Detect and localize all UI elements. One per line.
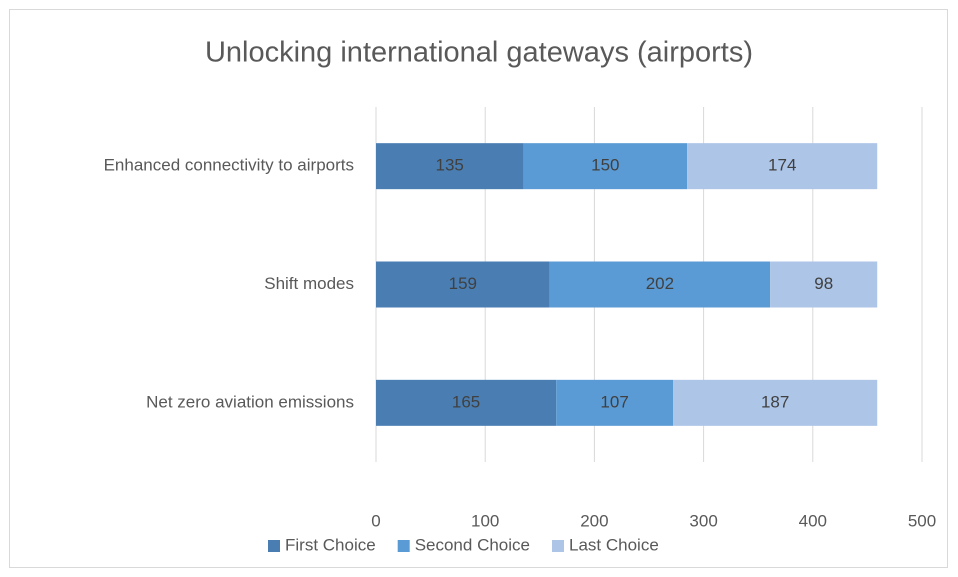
legend-label: Last Choice [569,535,659,554]
data-label: 135 [436,156,464,175]
x-tick-label: 300 [689,511,717,530]
y-tick-label: Enhanced connectivity to airports [104,156,354,175]
bar-segment [376,261,550,308]
x-tick-label: 400 [799,511,827,530]
data-label: 165 [452,392,480,411]
data-label: 202 [646,274,674,293]
legend-label: First Choice [285,535,376,554]
bar-segment [770,261,878,308]
x-tick-label: 200 [580,511,608,530]
legend-swatch [268,540,280,552]
bar-segment [549,261,771,308]
data-label: 174 [768,156,796,175]
y-tick-label: Shift modes [264,274,354,293]
data-label: 98 [814,274,833,293]
x-tick-label: 500 [908,511,936,530]
data-label: 107 [600,392,628,411]
y-tick-label: Net zero aviation emissions [146,392,354,411]
legend-swatch [552,540,564,552]
data-label: 150 [591,156,619,175]
bar-segment [376,379,557,426]
x-tick-label: 0 [371,511,380,530]
x-tick-label: 100 [471,511,499,530]
legend-label: Second Choice [415,535,530,554]
bar-segment [523,143,688,190]
bar-segment [556,379,674,426]
legend-swatch [397,540,410,552]
chart-title: Unlocking international gateways (airpor… [205,37,753,69]
bar-segment [687,143,878,190]
data-label: 159 [449,274,477,293]
bar-segment [673,379,878,426]
data-label: 187 [761,392,789,411]
bar-segment [376,143,524,190]
